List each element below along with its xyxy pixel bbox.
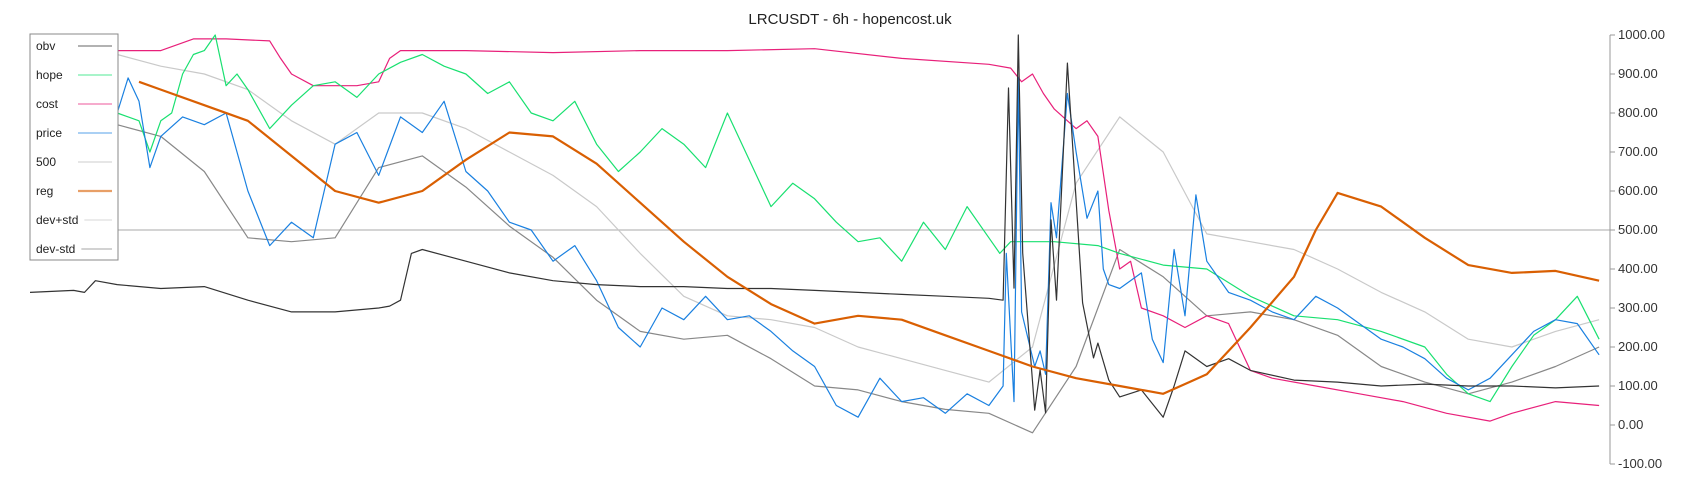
series-line-price (116, 77, 1600, 418)
y-tick-label: 400.00 (1618, 261, 1658, 276)
legend-box (29, 33, 119, 261)
series-line-obv (29, 34, 1600, 418)
legend-label: reg (36, 184, 53, 198)
series-line-dev-std (117, 124, 1600, 434)
y-tick-label: 600.00 (1618, 183, 1658, 198)
y-tick-label: 300.00 (1618, 300, 1658, 315)
y-tick-label: -100.00 (1618, 456, 1662, 471)
legend: obv hope cost price 500 reg dev+std dev-std (29, 33, 119, 261)
legend-label: price (36, 126, 62, 140)
legend-label: obv (36, 39, 55, 53)
legend-item-dev-std: dev-std (36, 242, 112, 256)
legend-item-price: price (36, 126, 112, 140)
series-line-cost (30, 38, 1600, 422)
y-axis: 1000.00 900.00 800.00 700.00 600.00 500.00 400… (1609, 27, 1665, 471)
y-tick-label: 200.00 (1618, 339, 1658, 354)
legend-label: dev-std (36, 242, 75, 256)
y-tick-label: 0.00 (1618, 417, 1643, 432)
y-tick-label: 500.00 (1618, 222, 1658, 237)
y-tick-label: 700.00 (1618, 144, 1658, 159)
chart-title: LRCUSDT - 6h - hopencost.uk (748, 11, 952, 28)
legend-item-reg: reg (36, 184, 112, 198)
legend-item-dev-std: dev+std (36, 213, 112, 227)
y-tick-label: 100.00 (1618, 378, 1658, 393)
legend-item-500: 500 (36, 155, 112, 169)
legend-label: cost (36, 97, 59, 111)
legend-label: 500 (36, 155, 56, 169)
series-line-hope (116, 34, 1600, 403)
legend-label: dev+std (36, 213, 78, 227)
legend-label: hope (36, 68, 63, 82)
legend-item-obv: obv (36, 39, 112, 53)
series-line-reg (138, 80, 1600, 395)
y-tick-label: 900.00 (1618, 66, 1658, 81)
legend-item-cost: cost (36, 97, 112, 111)
legend-item-hope: hope (36, 68, 112, 82)
series-line-dev-std (117, 53, 1600, 383)
y-tick-label: 800.00 (1618, 105, 1658, 120)
plot-area (29, 34, 1610, 434)
y-tick-label: 1000.00 (1618, 27, 1665, 42)
